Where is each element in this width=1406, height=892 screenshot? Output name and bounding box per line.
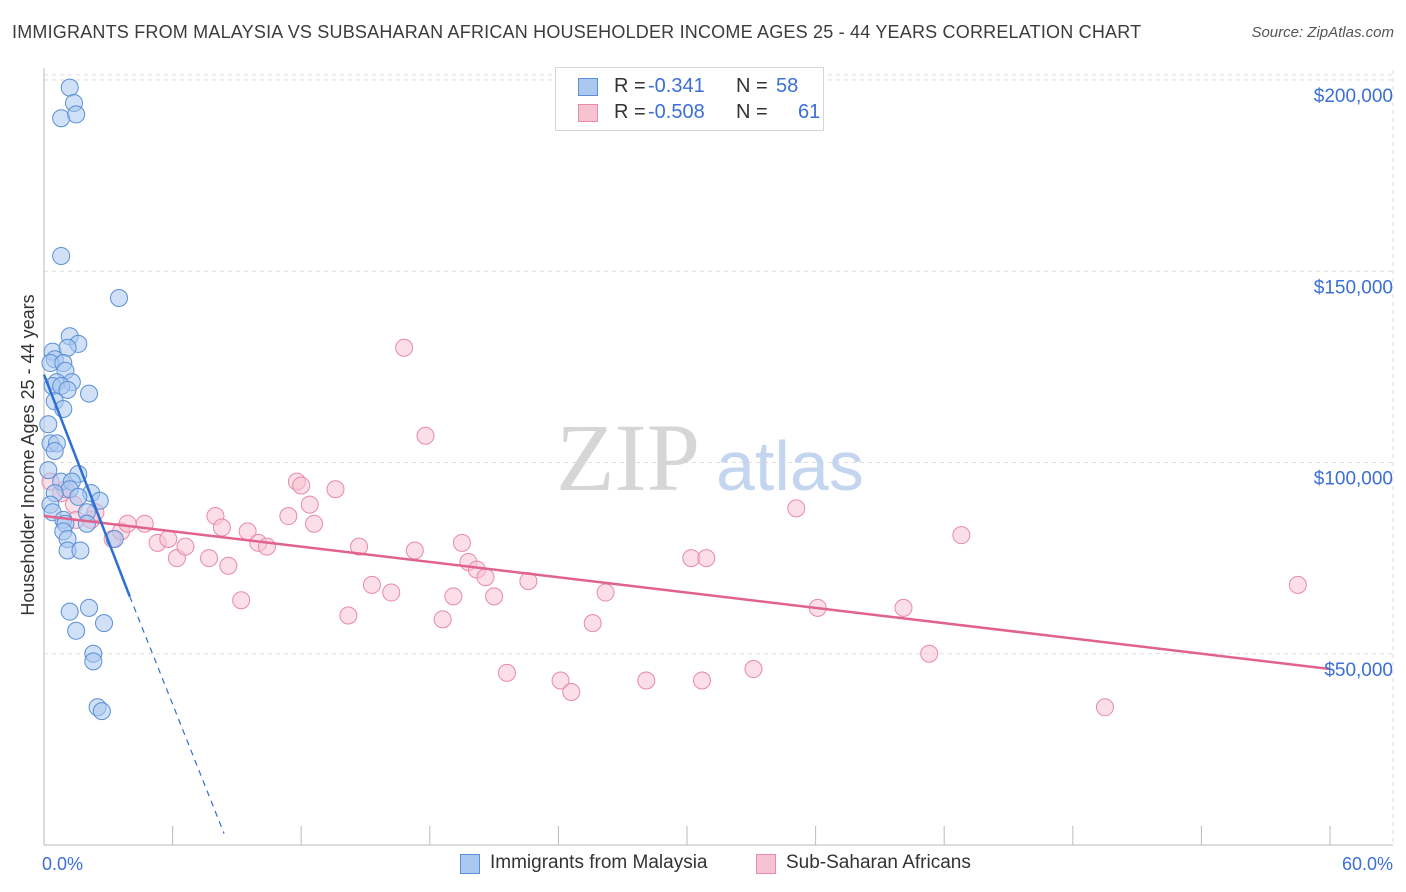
africa-point [339, 606, 358, 625]
legend-swatch-africa [578, 104, 598, 122]
africa-point [1288, 575, 1307, 594]
africa-point [159, 530, 178, 548]
africa-point [444, 587, 463, 606]
africa-point [894, 598, 913, 617]
africa-point [637, 671, 656, 690]
y-tick-label-100k: $100,000 [1314, 469, 1393, 490]
africa-point [682, 549, 701, 568]
source-credit: Source: ZipAtlas.com [1251, 24, 1394, 41]
africa-point [497, 663, 516, 682]
legend-n-value-africa: 61 [798, 101, 821, 123]
legend-n-label: N = [736, 75, 768, 97]
malaysia-point [110, 289, 129, 308]
malaysia-trend-line [42, 374, 131, 597]
y-tick-label-200k: $200,000 [1314, 86, 1393, 107]
africa-point [350, 537, 369, 556]
watermark: ZIP atlas [556, 404, 864, 511]
malaysia-point [60, 602, 79, 621]
legend-r-value-malaysia: -0.341 [648, 75, 705, 97]
malaysia-point [58, 380, 77, 399]
malaysia-point [69, 487, 88, 506]
bottom-legend-swatch-malaysia [460, 854, 480, 874]
watermark-zip: ZIP [556, 404, 700, 511]
africa-point [200, 549, 219, 568]
legend-n-label: N = [736, 101, 768, 123]
africa-point [551, 671, 570, 690]
africa-point [292, 476, 311, 495]
bottom-legend-label-malaysia: Immigrants from Malaysia [490, 852, 708, 873]
legend-swatch-malaysia [578, 78, 598, 96]
chart-title: IMMIGRANTS FROM MALAYSIA VS SUBSAHARAN A… [12, 22, 1142, 42]
africa-point [405, 541, 424, 560]
malaysia-trend-extension [129, 596, 225, 834]
malaysia-point [80, 384, 99, 403]
africa-point [212, 518, 231, 537]
bottom-legend-swatch-africa [756, 854, 776, 874]
africa-point [1095, 698, 1114, 717]
africa-point [697, 549, 716, 568]
malaysia-point [95, 614, 114, 633]
africa-point [920, 644, 939, 663]
africa-point [176, 537, 195, 556]
watermark-atlas: atlas [716, 427, 864, 505]
legend-r-label: R = [614, 101, 646, 123]
malaysia-point [52, 109, 71, 128]
africa-point [362, 575, 381, 594]
africa-point [279, 507, 298, 526]
x-tick-label-max: 60.0% [1342, 854, 1393, 874]
africa-point [583, 614, 602, 633]
malaysia-point [71, 541, 90, 560]
africa-point [693, 671, 712, 690]
trend-lines [42, 374, 1331, 834]
africa-point [485, 587, 504, 606]
series-sub-saharan-africans [41, 338, 1307, 717]
malaysia-point [60, 78, 79, 97]
legend-r-label: R = [614, 75, 646, 97]
axes [43, 68, 1393, 846]
malaysia-point [67, 105, 86, 124]
africa-point [952, 526, 971, 545]
y-tick-label-50k: $50,000 [1324, 660, 1393, 681]
africa-point [433, 610, 452, 629]
series-immigrants-from-malaysia [39, 78, 129, 721]
malaysia-point [67, 621, 86, 640]
y-axis-label: Householder Income Ages 25 - 44 years [18, 294, 38, 615]
africa-point [476, 568, 495, 587]
malaysia-point [84, 652, 103, 671]
africa-point [395, 338, 414, 357]
malaysia-point [45, 442, 64, 461]
malaysia-point [77, 514, 96, 533]
x-tick-label-min: 0.0% [42, 854, 83, 874]
africa-point [326, 480, 345, 499]
africa-point [596, 583, 615, 602]
africa-point [744, 660, 763, 679]
africa-point [787, 499, 806, 518]
malaysia-point [39, 461, 58, 480]
africa-point [562, 683, 581, 701]
africa-point [305, 514, 324, 533]
africa-point [118, 514, 137, 533]
bottom-legend-label-africa: Sub-Saharan Africans [786, 852, 971, 873]
malaysia-point [80, 598, 99, 617]
y-tick-label-150k: $150,000 [1314, 277, 1393, 298]
correlation-legend: R = -0.341 N = 58 R = -0.508 N = 61 [555, 67, 824, 131]
malaysia-point [52, 246, 71, 265]
tick-labels: 0.0% 60.0% $50,000 $100,000 $150,000 $20… [42, 86, 1393, 874]
africa-point [300, 495, 319, 514]
africa-point [416, 426, 435, 445]
africa-point [452, 533, 471, 552]
legend-r-value-africa: -0.508 [648, 101, 705, 123]
africa-trend-line [43, 514, 1331, 671]
malaysia-point [92, 702, 111, 721]
malaysia-point [39, 415, 58, 434]
legend-n-value-malaysia: 58 [776, 75, 799, 97]
africa-point [232, 591, 251, 610]
africa-point [219, 556, 238, 575]
africa-point [382, 583, 401, 602]
